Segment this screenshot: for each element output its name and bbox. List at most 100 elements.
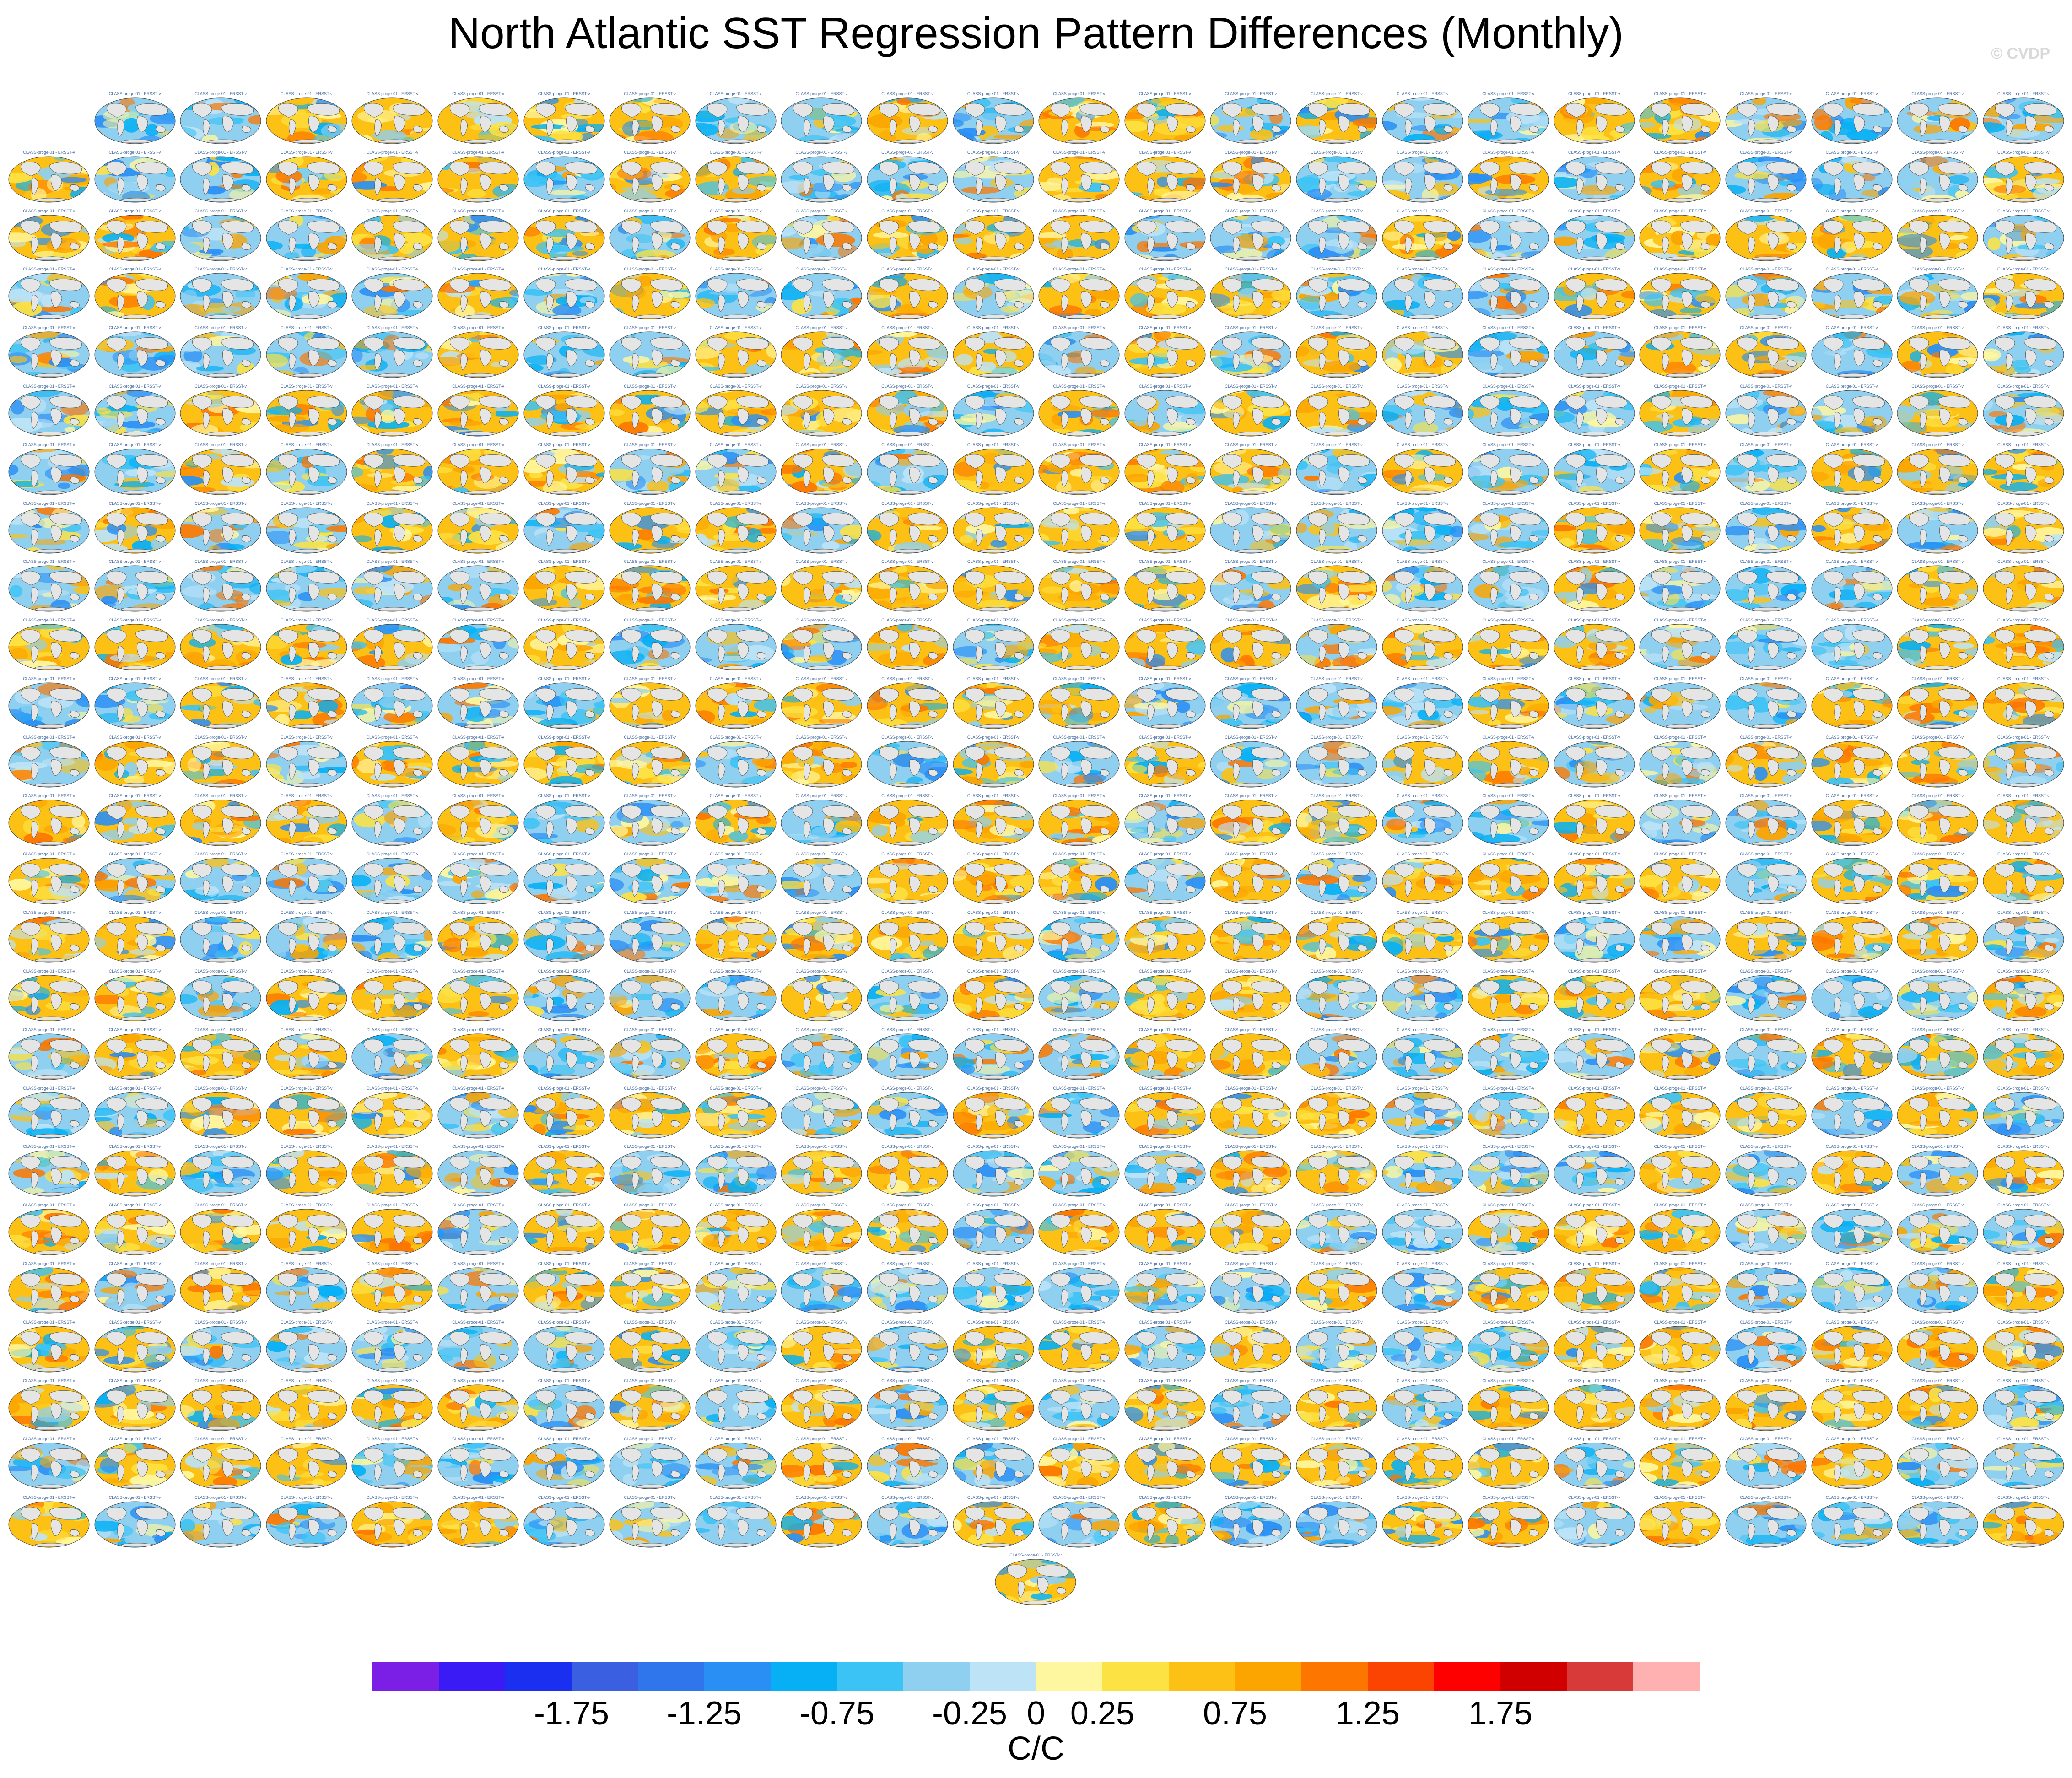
map-panel: CLASS-proge-01 - ERSST-v xyxy=(952,618,1035,671)
world-map xyxy=(695,449,777,495)
map-panel-title: CLASS-proge-01 - ERSST-v xyxy=(967,735,1020,740)
map-panel: CLASS-proge-01 - ERSST-v xyxy=(1810,1378,1894,1432)
world-map xyxy=(695,1501,777,1548)
world-map xyxy=(437,916,519,963)
map-panel: CLASS-proge-01 - ERSST-v xyxy=(93,618,177,671)
map-panel: CLASS-proge-01 - ERSST-v xyxy=(7,794,91,847)
map-panel-title: CLASS-proge-01 - ERSST-v xyxy=(1396,1027,1449,1032)
world-map xyxy=(1725,682,1807,729)
map-panel: CLASS-proge-01 - ERSST-v xyxy=(351,1495,434,1548)
map-panel: CLASS-proge-01 - ERSST-v xyxy=(7,267,91,320)
world-map xyxy=(1382,741,1463,788)
world-map xyxy=(695,1384,777,1431)
map-panel: CLASS-proge-01 - ERSST-v xyxy=(1638,910,1721,963)
world-map xyxy=(1811,800,1893,846)
world-map xyxy=(1210,1092,1291,1139)
map-panel-title: CLASS-proge-01 - ERSST-v xyxy=(1139,150,1191,155)
map-panel-title: CLASS-proge-01 - ERSST-v xyxy=(1740,559,1792,564)
map-panel-title: CLASS-proge-01 - ERSST-v xyxy=(108,618,161,623)
map-panel: CLASS-proge-01 - ERSST-v xyxy=(694,267,777,320)
world-map xyxy=(437,97,519,144)
map-panel: CLASS-proge-01 - ERSST-v xyxy=(1467,267,1550,320)
map-panel-title: CLASS-proge-01 - ERSST-v xyxy=(1139,1203,1191,1208)
map-panel: CLASS-proge-01 - ERSST-v xyxy=(1467,209,1550,262)
map-panel-title: CLASS-proge-01 - ERSST-v xyxy=(281,1437,333,1442)
world-map xyxy=(1639,624,1721,670)
world-map xyxy=(1897,1209,1978,1255)
world-map xyxy=(1811,1501,1893,1548)
world-map xyxy=(953,273,1034,319)
world-map xyxy=(523,507,605,554)
map-panel: CLASS-proge-01 - ERSST-v xyxy=(1896,1027,1979,1081)
map-panel-title: CLASS-proge-01 - ERSST-v xyxy=(1311,1495,1363,1500)
map-panel-title: CLASS-proge-01 - ERSST-v xyxy=(1997,735,2050,740)
map-panel: CLASS-proge-01 - ERSST-v xyxy=(179,1320,262,1373)
map-panel-title: CLASS-proge-01 - ERSST-v xyxy=(881,969,933,973)
world-map xyxy=(1811,916,1893,963)
map-panel-title: CLASS-proge-01 - ERSST-v xyxy=(795,208,848,213)
map-panel: CLASS-proge-01 - ERSST-v xyxy=(1896,150,1979,203)
map-panel: CLASS-proge-01 - ERSST-v xyxy=(1037,1027,1121,1081)
map-panel: CLASS-proge-01 - ERSST-v xyxy=(437,1261,520,1314)
map-panel-title: CLASS-proge-01 - ERSST-v xyxy=(23,852,75,857)
map-panel-title: CLASS-proge-01 - ERSST-v xyxy=(1740,1437,1792,1442)
map-panel-title: CLASS-proge-01 - ERSST-v xyxy=(624,208,676,213)
colorbar-swatch xyxy=(1633,1662,1700,1691)
map-panel-title: CLASS-proge-01 - ERSST-v xyxy=(967,618,1020,623)
map-panel-title: CLASS-proge-01 - ERSST-v xyxy=(710,852,762,857)
map-panel: CLASS-proge-01 - ERSST-v xyxy=(1724,267,1808,320)
map-panel: CLASS-proge-01 - ERSST-v xyxy=(523,1378,606,1432)
map-panel: CLASS-proge-01 - ERSST-v xyxy=(780,618,863,671)
map-panel: CLASS-proge-01 - ERSST-v xyxy=(780,1378,863,1432)
map-panel-title: CLASS-proge-01 - ERSST-v xyxy=(1997,1027,2050,1032)
map-panel: CLASS-proge-01 - ERSST-v xyxy=(7,1495,91,1548)
world-map xyxy=(266,1384,347,1431)
world-map xyxy=(1983,449,2064,495)
map-panel-title: CLASS-proge-01 - ERSST-v xyxy=(710,618,762,623)
colorbar-swatch xyxy=(837,1662,904,1691)
world-map xyxy=(1983,156,2064,203)
map-panel-title: CLASS-proge-01 - ERSST-v xyxy=(967,1086,1020,1091)
map-panel-title: CLASS-proge-01 - ERSST-v xyxy=(281,1027,333,1032)
world-map xyxy=(1639,1150,1721,1197)
colorbar-swatch xyxy=(771,1662,837,1691)
map-panel-title: CLASS-proge-01 - ERSST-v xyxy=(281,910,333,915)
map-panel-title: CLASS-proge-01 - ERSST-v xyxy=(1997,501,2050,506)
map-panel-title: CLASS-proge-01 - ERSST-v xyxy=(108,150,161,155)
map-panel-title: CLASS-proge-01 - ERSST-v xyxy=(1482,92,1534,96)
map-panel: CLASS-proge-01 - ERSST-v xyxy=(1123,910,1207,963)
map-panel-title: CLASS-proge-01 - ERSST-v xyxy=(967,1319,1020,1324)
map-panel: CLASS-proge-01 - ERSST-v xyxy=(1209,1144,1292,1197)
map-panel: CLASS-proge-01 - ERSST-v xyxy=(866,267,949,320)
world-map xyxy=(180,1267,261,1314)
map-panel: CLASS-proge-01 - ERSST-v xyxy=(1209,150,1292,203)
world-map xyxy=(1897,390,1978,437)
map-panel: CLASS-proge-01 - ERSST-v xyxy=(437,1203,520,1256)
map-panel-title: CLASS-proge-01 - ERSST-v xyxy=(108,1144,161,1149)
map-panel: CLASS-proge-01 - ERSST-v xyxy=(1638,852,1721,905)
map-panel-title: CLASS-proge-01 - ERSST-v xyxy=(967,1203,1020,1208)
map-panel-title: CLASS-proge-01 - ERSST-v xyxy=(1568,1027,1620,1032)
world-map xyxy=(180,800,261,846)
map-panel-title: CLASS-proge-01 - ERSST-v xyxy=(1911,969,1964,973)
map-panel: CLASS-proge-01 - ERSST-v xyxy=(1381,501,1464,554)
map-panel: CLASS-proge-01 - ERSST-v xyxy=(7,1261,91,1314)
map-panel: CLASS-proge-01 - ERSST-v xyxy=(1638,267,1721,320)
world-map xyxy=(1639,273,1721,319)
world-map xyxy=(8,449,90,495)
map-panel: CLASS-proge-01 - ERSST-v xyxy=(694,559,777,612)
world-map xyxy=(1639,215,1721,261)
world-map xyxy=(1811,1384,1893,1431)
world-map xyxy=(953,858,1034,904)
map-panel: CLASS-proge-01 - ERSST-v xyxy=(1037,852,1121,905)
map-panel-title: CLASS-proge-01 - ERSST-v xyxy=(1396,559,1449,564)
world-map xyxy=(1382,1326,1463,1373)
map-panel-title: CLASS-proge-01 - ERSST-v xyxy=(23,501,75,506)
map-panel: CLASS-proge-01 - ERSST-v xyxy=(523,969,606,1022)
map-panel-title: CLASS-proge-01 - ERSST-v xyxy=(1825,1261,1878,1266)
world-map xyxy=(1983,975,2064,1021)
world-map xyxy=(1554,975,1635,1021)
map-panel-title: CLASS-proge-01 - ERSST-v xyxy=(366,793,419,798)
map-panel: CLASS-proge-01 - ERSST-v xyxy=(351,1203,434,1256)
world-map xyxy=(1124,741,1206,788)
